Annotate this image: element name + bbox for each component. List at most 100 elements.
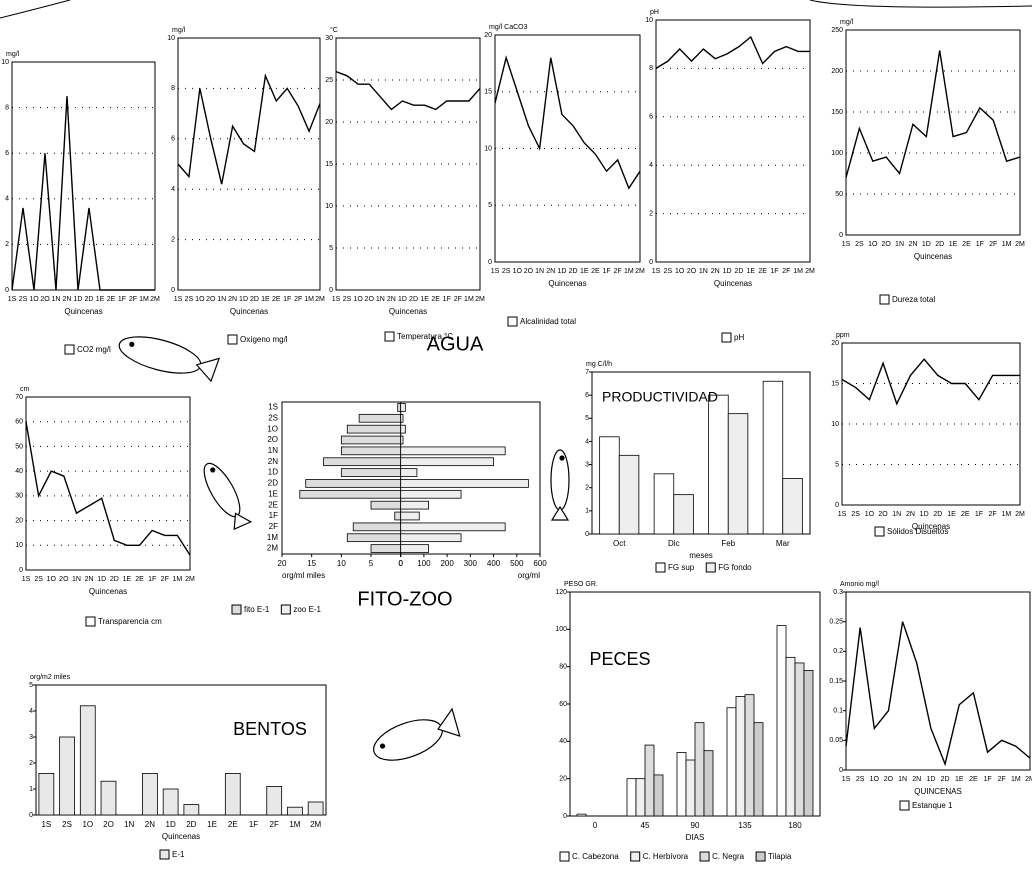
x-tick-label: 200 bbox=[440, 559, 454, 568]
y-tick-label: 4 bbox=[29, 708, 33, 715]
x-tick-label: 2M bbox=[185, 576, 195, 583]
y-tick-label: 5 bbox=[29, 682, 33, 689]
bar bbox=[686, 760, 695, 816]
bar bbox=[401, 425, 406, 433]
y-tick-label: 25 bbox=[325, 77, 333, 84]
x-tick-label: 1S bbox=[842, 241, 851, 248]
x-tick-label: 1M bbox=[1001, 511, 1011, 518]
legend-swatch bbox=[631, 852, 640, 861]
x-tick-label: 1M bbox=[139, 296, 149, 303]
x-tick-label: 1N bbox=[895, 241, 904, 248]
x-tick-label: 20 bbox=[278, 559, 287, 568]
x-tick-label: 2N bbox=[85, 576, 94, 583]
y-tick-label: 2O bbox=[267, 435, 278, 444]
legend-label: pH bbox=[734, 333, 744, 342]
y-tick-label: 100 bbox=[555, 626, 567, 633]
x-tick-label: 2N bbox=[711, 268, 720, 275]
x-axis-label: Quincenas bbox=[389, 307, 427, 316]
x-tick-label: 400 bbox=[487, 559, 501, 568]
legend-swatch bbox=[875, 527, 884, 536]
data-line bbox=[842, 359, 1020, 404]
axis-label: org/ml bbox=[518, 571, 540, 580]
x-tick-label: 1N bbox=[699, 268, 708, 275]
bar bbox=[674, 495, 694, 534]
x-tick-label: 2E bbox=[107, 296, 116, 303]
y-tick-label: 4 bbox=[585, 438, 589, 445]
y-tick-label: 0 bbox=[585, 531, 589, 538]
x-axis-label: Quincenas bbox=[230, 307, 268, 316]
y-tick-label: 2 bbox=[171, 236, 175, 243]
y-tick-label: 40 bbox=[559, 738, 567, 745]
x-tick-label: 2E bbox=[969, 776, 978, 783]
y-tick-label: 10 bbox=[645, 17, 653, 24]
bar bbox=[600, 437, 620, 534]
y-tick-label: 5 bbox=[329, 245, 333, 252]
y-tick-label: 4 bbox=[171, 186, 175, 193]
x-tick-label: 2E bbox=[228, 820, 238, 829]
x-tick-label: Oct bbox=[613, 539, 626, 548]
bar bbox=[777, 626, 786, 816]
y-tick-label: 0 bbox=[839, 767, 843, 774]
x-tick-label: 2E bbox=[962, 241, 971, 248]
bar bbox=[401, 458, 494, 466]
x-tick-label: 1S bbox=[491, 268, 500, 275]
x-tick-label: 2F bbox=[989, 511, 997, 518]
bar bbox=[308, 802, 323, 815]
x-tick-label: 2D bbox=[110, 576, 119, 583]
x-tick-label: 1M bbox=[289, 820, 300, 829]
legend-swatch bbox=[385, 332, 394, 341]
bar bbox=[401, 523, 505, 531]
x-tick-label: 1D bbox=[398, 296, 407, 303]
y-tick-label: 0 bbox=[563, 813, 567, 820]
bar bbox=[401, 447, 505, 455]
y-axis-label: cm bbox=[20, 386, 30, 393]
x-tick-label: 2D bbox=[935, 241, 944, 248]
bar bbox=[398, 404, 401, 412]
x-tick-label: 2E bbox=[961, 511, 970, 518]
x-tick-label: 2N bbox=[912, 776, 921, 783]
x-tick-label: 2D bbox=[409, 296, 418, 303]
bar bbox=[287, 807, 302, 815]
y-tick-label: 60 bbox=[15, 419, 23, 426]
x-tick-label: 1S bbox=[8, 296, 17, 303]
bar bbox=[709, 395, 729, 534]
bar bbox=[728, 414, 748, 534]
x-tick-label: 1F bbox=[118, 296, 126, 303]
y-tick-label: 70 bbox=[15, 394, 23, 401]
x-tick-label: 1E bbox=[96, 296, 105, 303]
y-tick-label: 0.2 bbox=[833, 648, 843, 655]
x-tick-label: 2D bbox=[569, 268, 578, 275]
y-tick-label: 10 bbox=[484, 145, 492, 152]
x-tick-label: 100 bbox=[417, 559, 431, 568]
y-tick-label: 10 bbox=[325, 203, 333, 210]
x-tick-label: 1M bbox=[1011, 776, 1021, 783]
page-edge bbox=[0, 0, 1032, 18]
legend-swatch bbox=[706, 563, 715, 572]
x-tick-label: 2M bbox=[150, 296, 160, 303]
x-tick-label: 1F bbox=[976, 241, 984, 248]
x-tick-label: 1F bbox=[770, 268, 778, 275]
legend-swatch bbox=[560, 852, 569, 861]
y-tick-label: 2M bbox=[267, 544, 278, 553]
y-tick-label: 1S bbox=[268, 403, 278, 412]
x-tick-label: 1D bbox=[74, 296, 83, 303]
x-tick-label: Dic bbox=[668, 539, 680, 548]
x-tick-label: 2E bbox=[431, 296, 440, 303]
y-tick-label: 0 bbox=[329, 287, 333, 294]
x-tick-label: 1E bbox=[746, 268, 755, 275]
y-tick-label: 5 bbox=[585, 415, 589, 422]
plot-frame bbox=[282, 402, 540, 554]
x-tick-label: 1D bbox=[239, 296, 248, 303]
x-tick-label: 1F bbox=[975, 511, 983, 518]
plot-frame bbox=[36, 685, 326, 815]
y-tick-label: 8 bbox=[171, 85, 175, 92]
x-tick-label: 2O bbox=[59, 576, 69, 583]
y-axis-label: mg C/l/h bbox=[586, 361, 612, 368]
y-tick-label: 6 bbox=[171, 136, 175, 143]
x-tick-label: 15 bbox=[307, 559, 316, 568]
bar bbox=[341, 447, 400, 455]
x-tick-label: 1N bbox=[898, 776, 907, 783]
legend-label: Dureza total bbox=[892, 295, 935, 304]
bar bbox=[727, 708, 736, 816]
legend-label: Estanque 1 bbox=[912, 801, 953, 810]
